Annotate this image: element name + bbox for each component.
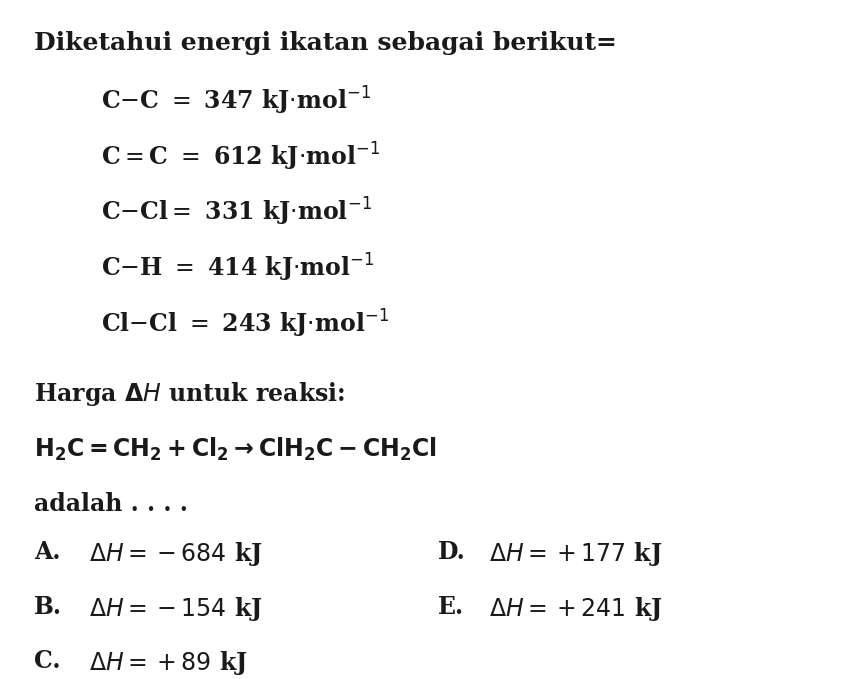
Text: B.: B. bbox=[34, 595, 62, 619]
Text: C.: C. bbox=[34, 649, 60, 673]
Text: Harga $\mathbf{\Delta}$$\mathit{H}$ untuk reaksi:: Harga $\mathbf{\Delta}$$\mathit{H}$ untu… bbox=[34, 380, 345, 408]
Text: Cl$-$Cl $=$ 243 kJ$\cdot$mol$^{-1}$: Cl$-$Cl $=$ 243 kJ$\cdot$mol$^{-1}$ bbox=[101, 308, 389, 340]
Text: C$-$H $=$ 414 kJ$\cdot$mol$^{-1}$: C$-$H $=$ 414 kJ$\cdot$mol$^{-1}$ bbox=[101, 252, 375, 284]
Text: $\Delta H = +177$ kJ: $\Delta H = +177$ kJ bbox=[489, 540, 663, 568]
Text: C$=$C $=$ 612 kJ$\cdot$mol$^{-1}$: C$=$C $=$ 612 kJ$\cdot$mol$^{-1}$ bbox=[101, 141, 380, 172]
Text: $\mathbf{H_2C = CH_2 + Cl_2 \rightarrow ClH_2C - CH_2Cl}$: $\mathbf{H_2C = CH_2 + Cl_2 \rightarrow … bbox=[34, 436, 437, 463]
Text: A.: A. bbox=[34, 540, 60, 564]
Text: C$-$Cl$=$ 331 kJ$\cdot$mol$^{-1}$: C$-$Cl$=$ 331 kJ$\cdot$mol$^{-1}$ bbox=[101, 196, 372, 228]
Text: E.: E. bbox=[438, 595, 464, 619]
Text: $\Delta H = -154$ kJ: $\Delta H = -154$ kJ bbox=[89, 595, 262, 623]
Text: D.: D. bbox=[438, 540, 466, 564]
Text: $\Delta H = +241$ kJ: $\Delta H = +241$ kJ bbox=[489, 595, 663, 623]
Text: Diketahui energi ikatan sebagai berikut=: Diketahui energi ikatan sebagai berikut= bbox=[34, 31, 616, 54]
Text: C$-$C $=$ 347 kJ$\cdot$mol$^{-1}$: C$-$C $=$ 347 kJ$\cdot$mol$^{-1}$ bbox=[101, 85, 371, 117]
Text: $\Delta H = +89$ kJ: $\Delta H = +89$ kJ bbox=[89, 649, 247, 677]
Text: adalah . . . .: adalah . . . . bbox=[34, 492, 188, 515]
Text: $\Delta H = -684$ kJ: $\Delta H = -684$ kJ bbox=[89, 540, 262, 568]
